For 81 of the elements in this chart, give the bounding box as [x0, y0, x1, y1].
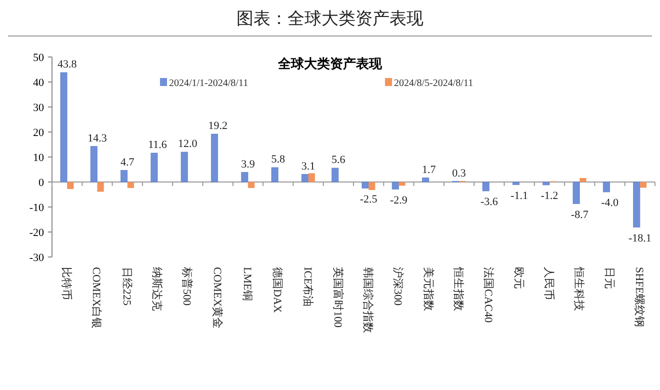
data-label: 1.7: [422, 164, 436, 176]
x-tick-label: 美元指数: [422, 267, 435, 311]
data-label: 5.6: [332, 154, 346, 166]
bar: [542, 182, 550, 186]
x-tick-label: 英国富时100: [331, 267, 344, 328]
x-tick-label: 日元: [602, 267, 615, 289]
data-label: 3.9: [241, 158, 256, 170]
bar: [301, 174, 309, 182]
bar: [90, 146, 98, 182]
bar: [512, 182, 520, 185]
x-tick-label: COMEX白银: [90, 267, 102, 329]
y-tick-label: 40: [33, 77, 44, 89]
bar: [248, 182, 255, 188]
data-label: 0.3: [452, 167, 466, 180]
bar: [398, 182, 406, 186]
bar: [392, 182, 399, 190]
bar: [640, 182, 647, 188]
x-tick-label: 人民币: [542, 267, 556, 300]
bar: [210, 134, 218, 182]
x-tick-label: 德国DAX: [271, 267, 284, 313]
x-tick-label: SHFE螺纹钢: [632, 267, 646, 327]
y-tick-label: 0: [38, 177, 44, 189]
y-tick-label: 20: [33, 127, 44, 139]
y-tick-label: 30: [33, 102, 44, 114]
y-tick-label: -10: [29, 202, 44, 214]
x-tick-label: 纳斯达克: [150, 267, 164, 311]
data-label: 11.6: [148, 139, 168, 151]
bar: [241, 172, 248, 182]
data-label: -3.6: [480, 196, 498, 208]
x-tick-label: 法国CAC40: [482, 267, 496, 324]
legend-label: 2024/8/5-2024/8/11: [394, 78, 474, 89]
y-tick-label: -30: [29, 252, 44, 264]
data-label: 12.0: [178, 138, 198, 150]
x-tick-label: 日经225: [120, 267, 132, 306]
y-tick-label: 10: [33, 152, 44, 164]
y-tick-label: -20: [29, 227, 44, 239]
data-label: -2.5: [360, 193, 378, 206]
x-tick-label: ICE布油: [301, 267, 314, 307]
x-tick-label: 恒生科技: [572, 266, 586, 311]
bar: [150, 152, 158, 182]
bar: [602, 182, 610, 192]
data-label: -1.1: [510, 190, 528, 202]
legend-label: 2024/1/1-2024/8/11: [169, 78, 248, 89]
data-label: 43.8: [57, 58, 78, 70]
data-label: 19.2: [208, 120, 228, 132]
chart-subtitle: 全球大类资产表现: [277, 56, 383, 71]
bar: [97, 182, 104, 192]
bar: [127, 182, 134, 188]
bar: [482, 182, 490, 192]
bar: [67, 182, 74, 189]
x-tick-label: 沪深300: [392, 267, 405, 306]
data-label: 3.1: [301, 160, 316, 172]
bar: [572, 182, 580, 204]
bar: [271, 167, 278, 182]
data-label: 5.8: [271, 154, 286, 166]
chart-title: 图表：全球大类资产表现: [236, 9, 424, 28]
bar: [120, 170, 128, 182]
data-label: -8.7: [570, 208, 589, 221]
data-label: -4.0: [601, 197, 619, 209]
bar: [308, 173, 315, 182]
bar: [180, 152, 188, 182]
bar: [580, 178, 586, 182]
x-tick-label: 恒生指数: [452, 266, 466, 311]
bar: [332, 168, 339, 182]
x-tick-label: LME铜: [240, 267, 253, 302]
data-label: 4.7: [120, 156, 135, 168]
bar: [422, 178, 430, 182]
data-label: 14.3: [88, 132, 108, 144]
x-tick-label: 韩国综合指数: [362, 267, 375, 333]
x-tick-label: 标普500: [180, 266, 194, 306]
data-label: -1.2: [540, 190, 558, 202]
y-tick-label: 50: [33, 52, 44, 64]
x-tick-label: 比特币: [60, 267, 74, 300]
bar: [362, 182, 369, 188]
x-tick-label: 欧元: [512, 267, 524, 289]
bar: [368, 182, 376, 190]
x-tick-label: COMEX黄金: [210, 267, 224, 329]
data-label: -18.1: [628, 232, 652, 244]
data-label: -2.9: [390, 194, 408, 206]
bar: [60, 72, 68, 182]
bar: [633, 182, 640, 228]
